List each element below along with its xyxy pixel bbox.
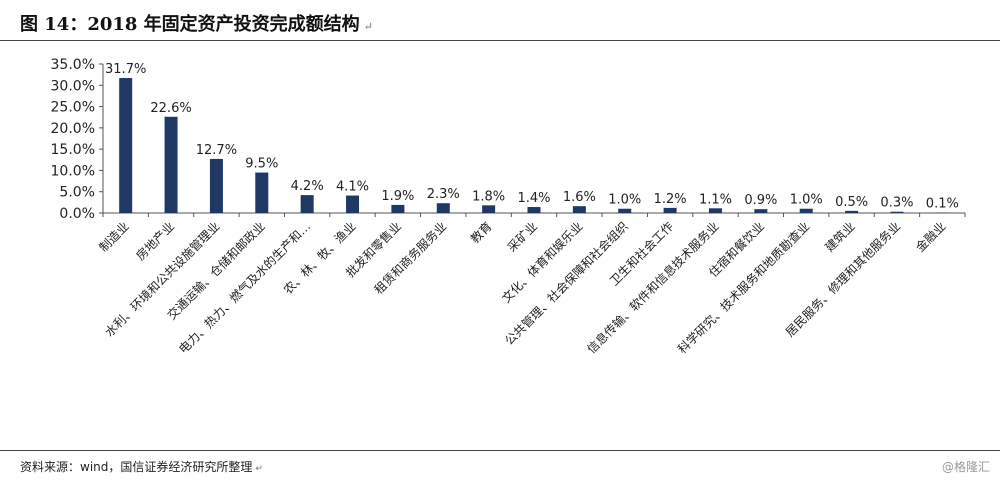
y-tick-label: 20.0%	[51, 121, 95, 137]
data-label: 1.6%	[563, 190, 596, 205]
y-tick-label: 10.0%	[51, 163, 95, 179]
y-tick-label: 15.0%	[51, 142, 95, 158]
category-label: 房地产业	[133, 219, 178, 264]
bar	[708, 208, 722, 213]
bar	[527, 207, 541, 213]
data-label: 0.3%	[880, 196, 913, 211]
bar-chart: 0.0% 5.0% 10.0% 15.0% 20.0% 25.0% 30.0% 35.0% 31…	[51, 57, 966, 356]
bar	[618, 208, 632, 213]
category-label: 金融业	[912, 219, 948, 255]
source-note-text: 资料来源：wind，国信证券经济研究所整理	[20, 460, 253, 474]
figure-title: 图 14：2018 年固定资产投资完成额结构 ↵	[20, 10, 373, 36]
data-label: 1.1%	[699, 192, 732, 207]
category-label: 制造业	[96, 219, 131, 254]
data-label: 9.5%	[245, 157, 278, 172]
data-label: 1.2%	[654, 192, 687, 207]
bar	[572, 206, 586, 213]
bar	[890, 211, 904, 213]
data-label: 0.9%	[744, 193, 777, 208]
data-label: 0.5%	[835, 195, 868, 210]
bar	[119, 78, 133, 213]
bar	[799, 208, 813, 213]
bar	[391, 204, 405, 213]
data-label: 1.8%	[472, 189, 505, 204]
y-tick-label: 30.0%	[51, 78, 95, 94]
figure-title-text: 图 14：2018 年固定资产投资完成额结构	[20, 14, 360, 35]
source-note: 资料来源：wind，国信证券经济研究所整理 ↵	[20, 458, 263, 475]
y-tick-label: 0.0%	[59, 206, 95, 222]
category-label: 采矿业	[505, 219, 540, 254]
y-tick-label: 5.0%	[59, 185, 95, 201]
category-label: 建筑业	[822, 219, 858, 255]
bar	[255, 172, 269, 213]
bottom-rule	[0, 450, 1000, 451]
data-label: 22.6%	[150, 101, 191, 116]
bar	[845, 210, 859, 213]
data-label: 0.1%	[926, 197, 959, 212]
bar	[663, 207, 677, 213]
data-label: 1.9%	[381, 189, 414, 204]
data-label: 4.1%	[336, 180, 369, 195]
bar	[300, 195, 314, 213]
paragraph-mark-icon: ↵	[363, 20, 373, 33]
bar	[346, 195, 360, 213]
bar	[754, 209, 768, 213]
category-label: 文化、体育和娱乐业	[499, 219, 586, 306]
y-tick-label: 35.0%	[51, 57, 95, 73]
top-rule	[0, 40, 1000, 41]
data-label: 1.0%	[608, 193, 641, 208]
data-label: 2.3%	[427, 187, 460, 202]
data-label: 4.2%	[291, 179, 324, 194]
data-label: 31.7%	[105, 62, 146, 77]
data-label: 12.7%	[196, 143, 237, 158]
data-label: 1.0%	[790, 193, 823, 208]
bar	[935, 212, 949, 214]
bar	[436, 203, 450, 213]
paragraph-mark-icon: ↵	[255, 464, 263, 474]
watermark: @格隆汇	[941, 460, 990, 474]
bar	[209, 158, 223, 213]
data-label: 1.4%	[517, 191, 550, 206]
bar	[164, 116, 178, 213]
category-label: 教育	[467, 219, 495, 247]
y-tick-label: 25.0%	[51, 100, 95, 116]
bar	[482, 205, 496, 213]
